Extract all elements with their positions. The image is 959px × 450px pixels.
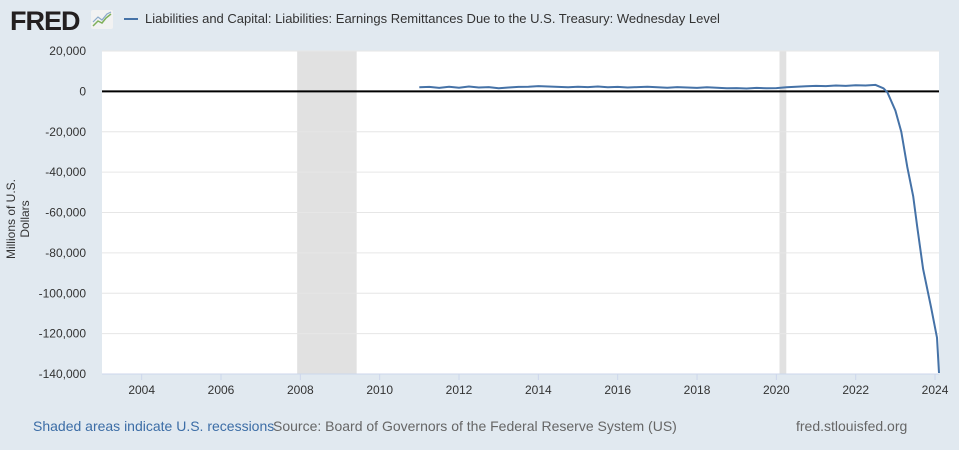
legend: Liabilities and Capital: Liabilities: Ea… [124, 11, 720, 26]
source-text: Source: Board of Governors of the Federa… [273, 418, 677, 434]
y-tick-label: -100,000 [39, 286, 87, 300]
y-tick-label: -80,000 [45, 246, 86, 260]
y-tick-label: -140,000 [39, 367, 87, 381]
recession-note-link[interactable]: Shaded areas indicate U.S. recessions [33, 418, 275, 434]
fred-logo[interactable]: FRED [10, 6, 80, 36]
x-tick-label: 2016 [604, 383, 631, 397]
x-tick-label: 2022 [842, 383, 869, 397]
x-tick-label: 2006 [208, 383, 235, 397]
y-tick-label: -40,000 [45, 165, 86, 179]
legend-label: Liabilities and Capital: Liabilities: Ea… [145, 11, 720, 26]
x-tick-label: 2012 [446, 383, 473, 397]
x-tick-label: 2008 [287, 383, 314, 397]
x-tick-label: 2020 [763, 383, 790, 397]
y-tick-label: -120,000 [39, 327, 87, 341]
x-tick-label: 2014 [525, 383, 552, 397]
legend-line-swatch [124, 17, 138, 20]
chart-logo-icon [91, 10, 113, 29]
x-tick-label: 2004 [128, 383, 155, 397]
x-tick-label: 2024 [922, 383, 949, 397]
series-line [419, 83, 940, 374]
y-tick-label: -20,000 [45, 125, 86, 139]
x-tick-label: 2018 [684, 383, 711, 397]
site-link[interactable]: fred.stlouisfed.org [796, 418, 908, 434]
x-tick-label: 2010 [366, 383, 393, 397]
y-tick-label: 20,000 [49, 44, 86, 58]
y-tick-label: -60,000 [45, 206, 86, 220]
y-tick-label: 0 [79, 84, 86, 98]
chart: 20,000 0 -20,000 -40,000 -60,000 -80,000 -100,… [39, 44, 949, 397]
